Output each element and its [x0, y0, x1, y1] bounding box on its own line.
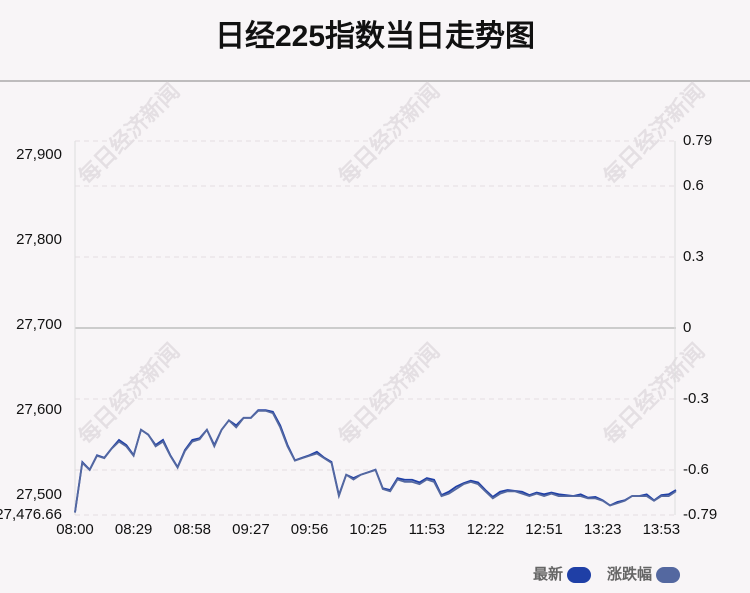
y2-tick-label: -0.79 [683, 506, 717, 523]
y-tick-label: 27,900 [16, 146, 62, 163]
y2-tick-label: -0.3 [683, 390, 709, 407]
x-tick-label: 12:51 [525, 521, 563, 538]
line-series [74, 409, 677, 513]
x-tick-label: 10:25 [349, 521, 387, 538]
x-tick-label: 12:22 [467, 521, 505, 538]
legend-label: 涨跌幅 [607, 565, 652, 583]
x-tick-label: 08:58 [173, 521, 211, 538]
x-tick-label: 13:23 [584, 521, 622, 538]
y-tick-label: 27,476.66 [0, 506, 62, 523]
x-tick-label: 09:56 [291, 521, 329, 538]
y2-tick-label: 0 [683, 319, 691, 336]
y-tick-label: 27,500 [16, 486, 62, 503]
y-tick-label: 27,800 [16, 231, 62, 248]
legend-swatch [567, 567, 592, 583]
x-tick-label: 13:53 [643, 521, 681, 538]
y-tick-label: 27,600 [16, 401, 62, 418]
legend-label: 最新 [533, 565, 563, 583]
x-tick-label: 11:53 [409, 521, 445, 538]
y2-tick-label: 0.3 [683, 248, 704, 265]
y2-tick-label: 0.6 [683, 177, 704, 194]
x-tick-label: 09:27 [232, 521, 270, 538]
chart-title: 日经225指数当日走势图 [215, 19, 535, 53]
y2-tick-label: 0.79 [683, 132, 712, 149]
y-tick-label: 27,700 [16, 316, 62, 333]
x-tick-label: 08:29 [115, 521, 153, 538]
x-tick-label: 08:00 [56, 521, 94, 538]
legend-swatch [656, 567, 681, 583]
y2-tick-label: -0.6 [683, 461, 709, 478]
